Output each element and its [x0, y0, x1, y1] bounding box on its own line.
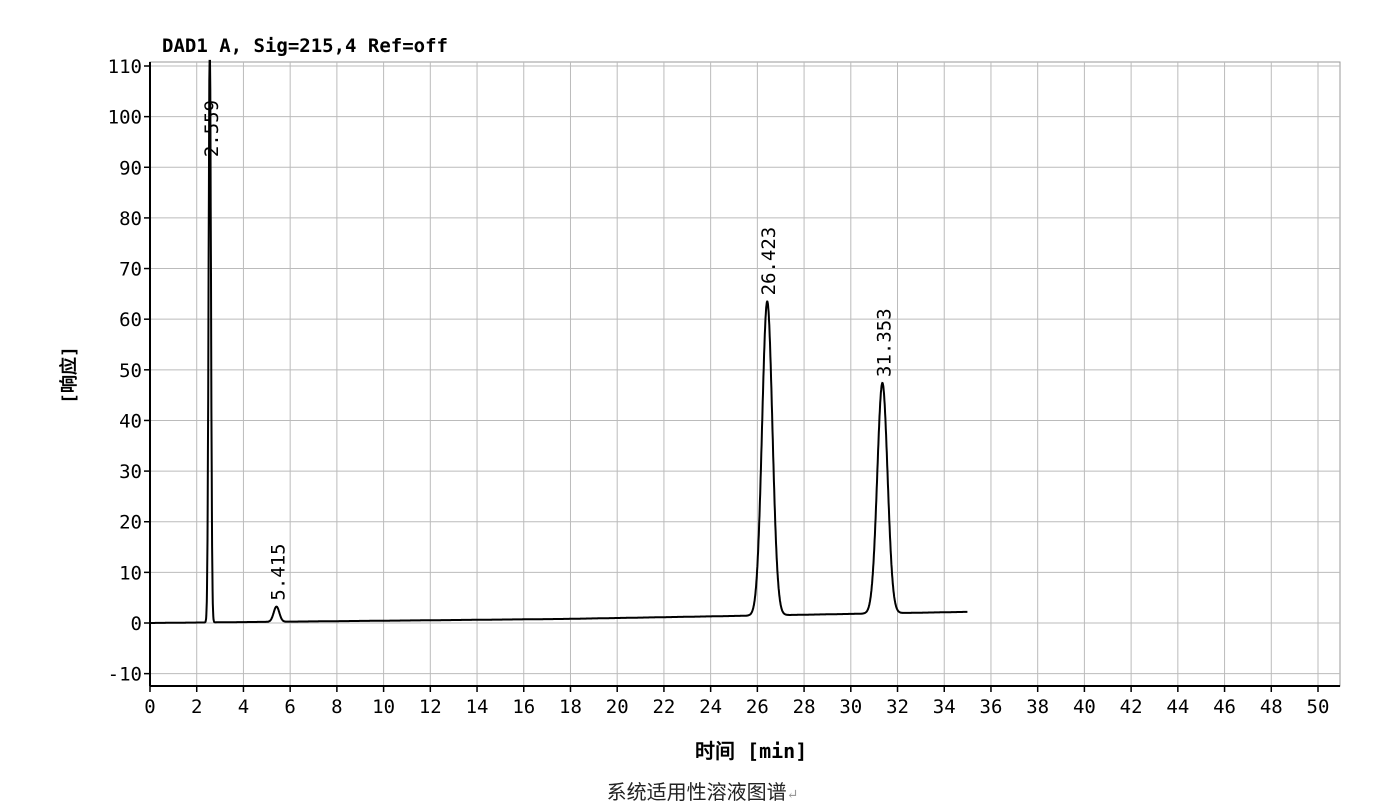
y-tick-label: 30	[119, 461, 142, 483]
x-tick-label: 0	[144, 696, 155, 718]
x-tick-label: 50	[1307, 696, 1330, 718]
x-tick-label: 4	[238, 696, 249, 718]
y-tick-label: 80	[119, 208, 142, 230]
x-tick-label: 36	[980, 696, 1003, 718]
y-tick-label: 100	[108, 107, 142, 129]
peak-label: 2.559	[201, 100, 223, 157]
y-tick-label: 20	[119, 512, 142, 534]
x-tick-label: 18	[559, 696, 582, 718]
figure-caption: 系统适用性溶液图谱↵	[0, 776, 1381, 805]
y-tick-label: 110	[108, 56, 142, 78]
x-tick-label: 2	[191, 696, 202, 718]
x-tick-label: 16	[512, 696, 535, 718]
x-tick-label: 26	[746, 696, 769, 718]
x-tick-label: 48	[1260, 696, 1283, 718]
y-tick-label: 40	[119, 410, 142, 432]
plot-frame	[149, 61, 1341, 687]
chart-title: DAD1 A, Sig=215,4 Ref=off	[162, 35, 448, 57]
x-tick-label: 30	[839, 696, 862, 718]
x-tick-label: 46	[1213, 696, 1236, 718]
x-tick-label: 8	[331, 696, 342, 718]
return-mark-icon: ↵	[786, 787, 799, 803]
y-tick-label: 60	[119, 309, 142, 331]
x-tick-label: 24	[699, 696, 722, 718]
x-tick-label: 20	[606, 696, 629, 718]
y-tick-label: 90	[119, 157, 142, 179]
chromatogram-trace	[150, 59, 968, 624]
y-tick-label: 10	[119, 562, 142, 584]
x-tick-label: 42	[1120, 696, 1143, 718]
x-tick-label: 28	[793, 696, 816, 718]
x-tick-label: 22	[652, 696, 675, 718]
peak-label: 31.353	[873, 308, 895, 377]
caption-text: 系统适用性溶液图谱	[606, 780, 787, 804]
y-tick-label: 0	[131, 613, 142, 635]
peak-label: 26.423	[758, 227, 780, 296]
x-tick-label: 44	[1166, 696, 1189, 718]
y-tick-label: 50	[119, 360, 142, 382]
x-tick-label: 6	[284, 696, 295, 718]
x-axis-label: 时间 [min]	[695, 739, 807, 763]
x-tick-label: 10	[372, 696, 395, 718]
chromatogram-chart: 0 2 4 6 8 10 12 14 16 18 20 22 24 26 28 30 32 34 36 38 40 42 4…	[58, 35, 1341, 763]
y-tick-label: -10	[108, 664, 142, 686]
x-tick-label: 40	[1073, 696, 1096, 718]
y-axis-label: [响应]	[58, 346, 80, 404]
peak-label: 5.415	[267, 543, 289, 600]
x-tick-label: 34	[933, 696, 956, 718]
y-tick-label: 70	[119, 259, 142, 281]
x-tick-label: 38	[1026, 696, 1049, 718]
x-tick-label: 32	[886, 696, 909, 718]
x-tick-label: 14	[466, 696, 489, 718]
x-tick-label: 12	[419, 696, 442, 718]
